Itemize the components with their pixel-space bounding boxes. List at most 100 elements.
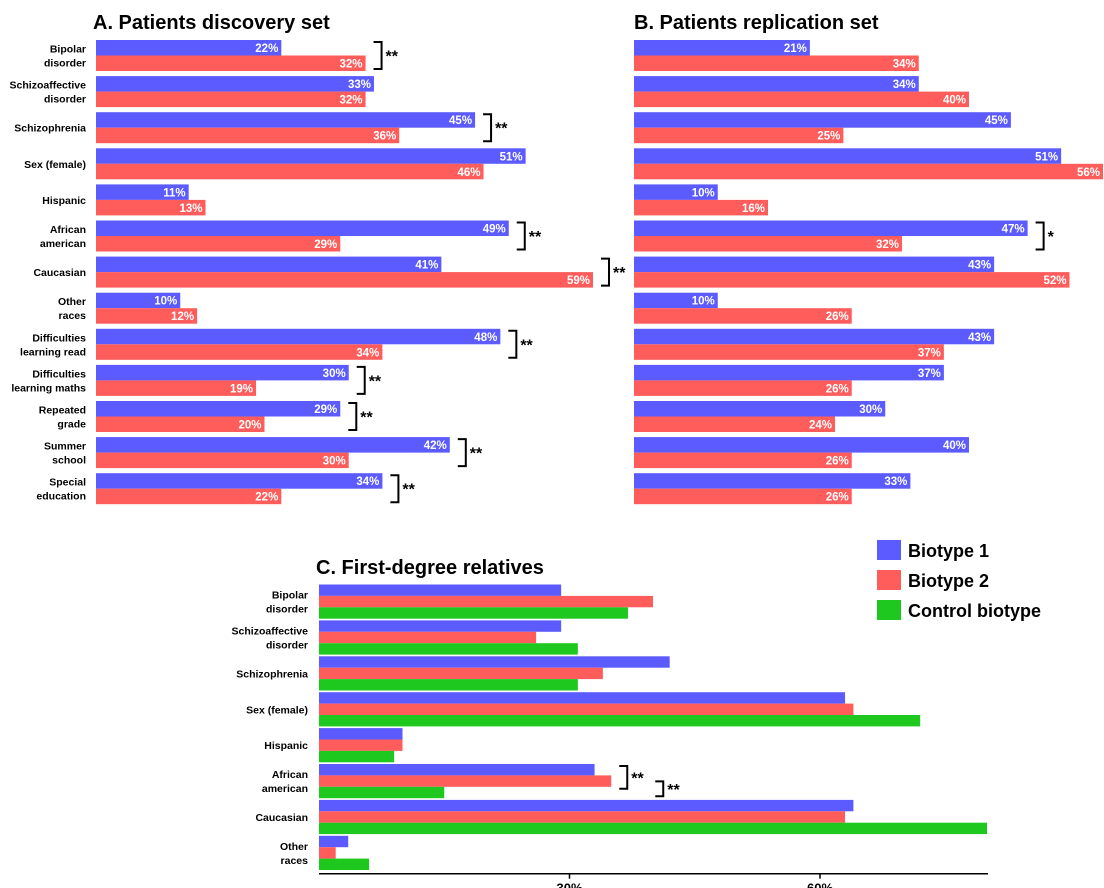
panel-b-value-label-biotype1-8: 43% — [968, 332, 991, 344]
category-label-8: Difficulties learning read — [20, 332, 86, 358]
category-label-10: Repeated grade — [39, 405, 86, 431]
category-label-5-line-1: american — [40, 238, 86, 250]
panel-a-value-label-biotype2-3: 46% — [457, 167, 480, 179]
panel-b-value-label-biotype1-9: 37% — [918, 368, 941, 380]
category-label-7-line-0: Other — [58, 296, 86, 308]
panel-b-value-label-biotype1-3: 51% — [1035, 151, 1058, 163]
panel-c-bar-control-3 — [319, 715, 921, 727]
panel-b-bar-biotype2-11 — [634, 452, 852, 469]
panel-b-bar-biotype1-12 — [634, 473, 911, 489]
panel-a-value-label-biotype1-3: 51% — [500, 151, 523, 163]
panel-a-significance-10-label: ** — [360, 410, 373, 427]
panel-a-significance-0-label: ** — [386, 49, 399, 66]
panel-b-bar-biotype1-6 — [634, 256, 995, 273]
category-label-8-line-0: Difficulties — [32, 332, 86, 344]
panel-c-category-label-7: Other races — [280, 841, 308, 867]
panel-b-bar-biotype1-5 — [634, 220, 1028, 236]
category-label-0-line-1: disorder — [44, 58, 86, 70]
panel-b-bar-biotype2-3 — [634, 163, 1103, 180]
category-label-8-line-1: learning read — [20, 346, 86, 358]
category-label-11: Summer school — [44, 441, 86, 467]
panel-a-significance-11-bracket — [457, 438, 467, 468]
panel-b-bar-biotype1-1 — [634, 76, 919, 92]
panel-a-bar-biotype1-6 — [96, 256, 442, 273]
panel-c-bar-biotype1-2 — [319, 656, 670, 668]
panel-b-bar-biotype1-2 — [634, 112, 1011, 128]
panel-b-value-label-biotype2-6: 52% — [1043, 275, 1066, 287]
panel-a-significance-12-bracket — [390, 474, 400, 504]
panel-a-bar-biotype2-12 — [96, 488, 282, 505]
category-label-7-line-1: races — [59, 310, 87, 322]
panel-a-value-label-biotype2-10: 20% — [238, 420, 261, 432]
legend-label-1: Biotype 2 — [908, 571, 989, 591]
panel-a-value-label-biotype1-9: 30% — [323, 368, 346, 380]
panel-c-bar-biotype1-0 — [319, 584, 562, 596]
panel-a-bar-biotype1-1 — [96, 76, 374, 92]
panel-a-value-label-biotype2-9: 19% — [230, 383, 253, 395]
category-label-0-line-0: Bipolar — [50, 44, 86, 56]
panel-a-bar-biotype1-9 — [96, 364, 349, 381]
panel-a-value-label-biotype2-7: 12% — [171, 311, 194, 323]
panel-b-bar-biotype2-9 — [634, 380, 852, 396]
panel-a-value-label-biotype2-1: 32% — [340, 95, 363, 107]
panel-b-value-label-biotype2-2: 25% — [817, 131, 840, 143]
panel-b-value-label-biotype1-12: 33% — [884, 476, 907, 488]
panel-a-value-label-biotype1-6: 41% — [415, 260, 438, 272]
category-label-1-line-0: Schizoaffective — [10, 80, 87, 92]
panel-a-bar-biotype2-4 — [96, 199, 206, 216]
panel-a-bar-biotype1-12 — [96, 473, 383, 489]
panel-c-category-label-7-line-0: Other — [280, 841, 308, 853]
panel-b-bar-biotype1-9 — [634, 364, 944, 381]
panel-b-bar-biotype2-8 — [634, 344, 944, 360]
panel-b-value-label-biotype2-7: 26% — [826, 311, 849, 323]
category-label-11-line-1: school — [52, 455, 86, 467]
category-label-2: Schizophrenia — [14, 123, 86, 135]
panel-c-bar-control-5 — [319, 786, 445, 799]
panel-c-category-label-1-line-1: disorder — [266, 640, 308, 652]
category-label-10-line-0: Repeated — [39, 405, 86, 417]
panel-c-category-label-1: Schizoaffective disorder — [232, 626, 309, 652]
panel-c-category-label-5: African american — [262, 769, 308, 795]
panel-a-significance-8-bracket — [508, 329, 518, 359]
panel-c-bar-biotype1-1 — [319, 620, 562, 632]
panel-b-bar-biotype1-10 — [634, 401, 886, 417]
panel-a-significance-5-bracket — [516, 221, 526, 251]
panel-a-significance-11-label: ** — [470, 446, 483, 463]
panel-c-title: C. First-degree relatives — [316, 557, 544, 579]
panel-a-significance-8-label: ** — [520, 337, 533, 354]
panel-c-bar-biotype2-2 — [319, 667, 603, 680]
panel-a-bar-biotype2-0 — [96, 55, 366, 71]
panel-b-value-label-biotype2-9: 26% — [826, 383, 849, 395]
panel-a-significance-6-label: ** — [613, 265, 626, 282]
panel-a-bar-biotype1-11 — [96, 437, 450, 453]
panel-c-bar-biotype2-3 — [319, 703, 854, 715]
panel-a-bar-biotype1-7 — [96, 292, 181, 309]
panel-b-value-label-biotype2-5: 32% — [876, 239, 899, 251]
panel-a-bar-biotype2-10 — [96, 416, 265, 432]
panel-b-chart: 21% 34% 34% 40% 45% 25% 51% 56% 10% 16% 47% 32% * 43%… — [634, 40, 1103, 505]
panel-b-title: B. Patients replication set — [634, 12, 879, 34]
panel-c-significance-1-label: ** — [667, 782, 680, 799]
panel-a-chart: 22% 32% Bipolar disorder ** 33% 32% Schizoaffec… — [10, 40, 626, 505]
panel-c-bar-biotype2-1 — [319, 631, 537, 644]
panel-a-significance-2-bracket — [483, 113, 493, 143]
panel-c-bar-control-2 — [319, 679, 578, 691]
panel-a-value-label-biotype1-11: 42% — [424, 440, 447, 452]
panel-b-bar-biotype2-0 — [634, 55, 919, 71]
panel-b-value-label-biotype2-3: 56% — [1077, 167, 1100, 179]
panel-b-bar-biotype1-4 — [634, 184, 718, 200]
category-label-10-line-1: grade — [57, 419, 86, 431]
category-label-9: Difficulties learning maths — [11, 368, 86, 394]
panel-c-category-label-0: Bipolar disorder — [266, 590, 308, 616]
category-label-4: Hispanic — [42, 195, 86, 207]
legend-label-0: Biotype 1 — [908, 541, 989, 561]
panel-b-significance-5-label: * — [1048, 229, 1055, 246]
panel-b-value-label-biotype1-1: 34% — [893, 79, 916, 91]
panel-a-significance-9-bracket — [356, 365, 366, 395]
panel-c-bar-biotype2-5 — [319, 775, 612, 787]
legend-label-2: Control biotype — [908, 601, 1041, 621]
panel-a-bar-biotype1-0 — [96, 40, 282, 56]
panel-c-category-label-7-line-1: races — [281, 855, 309, 867]
panel-b-significance-5-bracket — [1035, 221, 1045, 251]
panel-c-category-label-5-line-0: African — [272, 769, 308, 781]
